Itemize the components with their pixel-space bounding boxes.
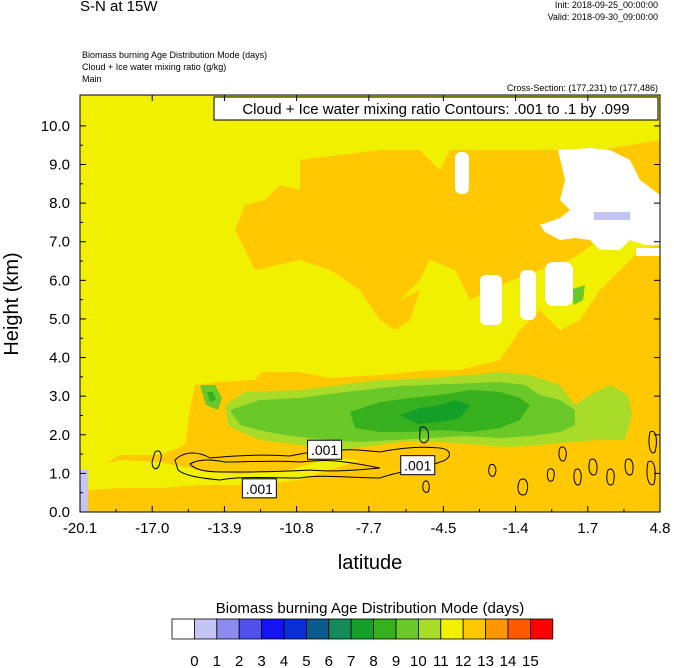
colorbar-label: 9 — [392, 653, 400, 668]
contour-label: .001 — [246, 481, 273, 497]
colorbar-swatch — [373, 618, 397, 640]
contour-label: .001 — [404, 458, 431, 474]
init-time: Init: 2018-09-25_00:00:00 — [554, 0, 658, 10]
colorbar-label: 7 — [347, 653, 355, 668]
colorbar-label: 5 — [302, 653, 310, 668]
field-label-2: Cloud + Ice water mixing ratio (g/kg) — [82, 62, 227, 72]
colorbar-swatch — [440, 618, 464, 640]
y-tick-label: 1.0 — [49, 465, 70, 482]
y-axis: 0.0 1.0 2.0 3.0 4.0 5.0 6.0 7.0 8.0 9.0 10.0 — [41, 118, 660, 521]
colorbar-swatch — [530, 618, 554, 640]
contour-label: .001 — [311, 442, 338, 458]
x-tick-label: -1.4 — [503, 520, 529, 537]
x-tick-label: -7.7 — [356, 520, 382, 537]
y-tick-label: 9.0 — [49, 157, 70, 174]
colorbar-swatch — [507, 618, 531, 640]
colorbar-swatch — [283, 618, 307, 640]
colorbar-label: 4 — [280, 653, 288, 668]
chart-title-box — [213, 96, 659, 121]
colorbar-label: 8 — [369, 653, 377, 668]
colorbar-label: 10 — [410, 653, 427, 668]
colorbar-label: 14 — [500, 653, 517, 668]
field-label-3: Main — [82, 74, 102, 84]
colorbar-title: Biomass burning Age Distribution Mode (d… — [216, 600, 524, 617]
filled-field — [80, 95, 660, 512]
colorbar-label: 6 — [325, 653, 333, 668]
colorbar-label: 15 — [522, 653, 539, 668]
colorbar-swatch — [395, 618, 419, 640]
colorbar-swatch — [417, 618, 442, 640]
colorbar-swatch — [193, 618, 218, 640]
x-tick-label: 1.7 — [577, 520, 598, 537]
valid-time: Valid: 2018-09-30_09:00:00 — [547, 12, 658, 22]
contour-label-box — [307, 439, 343, 460]
x-axis: -20.1 -17.0 -13.9 -10.8 -7.7 -4.5 -1.4 1.7 4.8 — [63, 95, 671, 537]
x-tick-label: -17.0 — [135, 520, 169, 537]
colorbar-label: 3 — [257, 653, 265, 668]
colorbar-swatch — [485, 618, 509, 640]
y-tick-label: 10.0 — [41, 118, 70, 135]
plot-frame — [79, 94, 661, 513]
colorbar-swatch — [462, 618, 487, 640]
x-tick-label: 4.8 — [650, 520, 671, 537]
y-tick-label: 7.0 — [49, 234, 70, 251]
page-title: S-N at 15W — [80, 0, 158, 15]
colorbar-swatch — [216, 618, 240, 640]
field-label-1: Biomass burning Age Distribution Mode (d… — [82, 50, 268, 60]
y-tick-label: 3.0 — [49, 388, 70, 405]
x-tick-label: -4.5 — [430, 520, 456, 537]
colorbar-swatch — [305, 618, 330, 640]
x-axis-label: latitude — [338, 552, 403, 574]
chart-title: Cloud + Ice water mixing ratio Contours:… — [242, 101, 629, 118]
contour-label-box — [241, 478, 277, 499]
x-tick-label: -20.1 — [63, 520, 97, 537]
contour-lines — [151, 426, 657, 496]
y-tick-label: 2.0 — [49, 427, 70, 444]
contour-labels: .001 .001 .001 — [241, 439, 436, 499]
y-tick-label: 4.0 — [49, 350, 70, 367]
y-tick-label: 0.0 — [49, 504, 70, 521]
x-tick-label: -13.9 — [207, 520, 241, 537]
y-axis-label: Height (km) — [1, 252, 23, 355]
y-tick-label: 6.0 — [49, 272, 70, 289]
colorbar-label: 0 — [190, 653, 198, 668]
colorbar-swatch — [350, 618, 375, 640]
colorbar-label: 13 — [477, 653, 494, 668]
colorbar-label: 1 — [213, 653, 221, 668]
colorbar-swatch — [328, 618, 352, 640]
cross-section-label: Cross-Section: (177,231) to (177,486) — [506, 83, 658, 93]
colorbar-label: 11 — [433, 653, 449, 668]
colorbar-label: 2 — [235, 653, 243, 668]
y-tick-label: 5.0 — [49, 311, 70, 328]
colorbar: 0 1 2 3 4 5 6 7 8 9 10 11 12 13 14 15 — [171, 618, 554, 668]
y-tick-label: 8.0 — [49, 195, 70, 212]
colorbar-swatch — [261, 618, 285, 640]
colorbar-label: 12 — [455, 653, 472, 668]
colorbar-swatch — [238, 618, 262, 640]
contour-label-box — [400, 455, 436, 476]
colorbar-swatch — [171, 618, 195, 640]
x-tick-label: -10.8 — [280, 520, 314, 537]
